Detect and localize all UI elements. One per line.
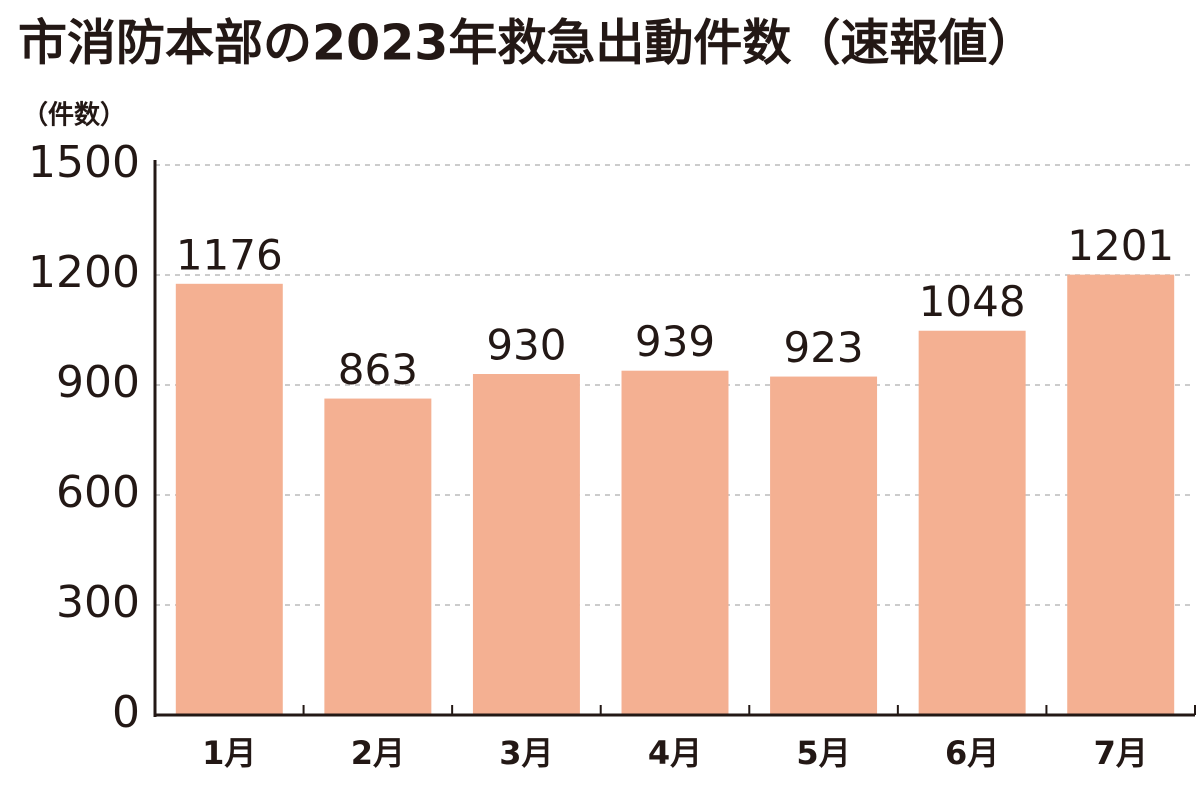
y-tick-label: 300	[56, 577, 140, 628]
x-tick-label: 1月	[202, 734, 256, 772]
x-tick-label: 3月	[499, 734, 553, 772]
x-tick-label: 7月	[1094, 734, 1148, 772]
value-label: 1201	[1067, 221, 1174, 270]
x-tick-label: 5月	[796, 734, 850, 772]
x-tick-label: 4月	[648, 734, 702, 772]
bar	[324, 398, 432, 715]
bar	[1067, 274, 1175, 715]
value-label: 930	[486, 321, 566, 370]
y-tick-label: 1200	[28, 247, 140, 298]
y-axis-label: （件数）	[22, 101, 126, 131]
bar	[175, 283, 283, 715]
bar	[621, 370, 729, 715]
bar	[770, 376, 878, 715]
x-tick-label: 2月	[351, 734, 405, 772]
bar	[918, 330, 1026, 715]
x-tick-label: 6月	[945, 734, 999, 772]
value-label: 939	[635, 317, 715, 366]
y-tick-label: 1500	[28, 137, 140, 188]
y-tick-label: 0	[112, 687, 140, 738]
chart-title: 市消防本部の2023年救急出動件数（速報値）	[18, 15, 1036, 72]
value-label: 1048	[919, 277, 1026, 326]
y-tick-label: 900	[56, 357, 140, 408]
value-label: 923	[783, 323, 863, 372]
y-tick-label: 600	[56, 467, 140, 518]
value-label: 1176	[176, 230, 283, 279]
value-label: 863	[338, 345, 418, 394]
bar	[472, 374, 580, 715]
